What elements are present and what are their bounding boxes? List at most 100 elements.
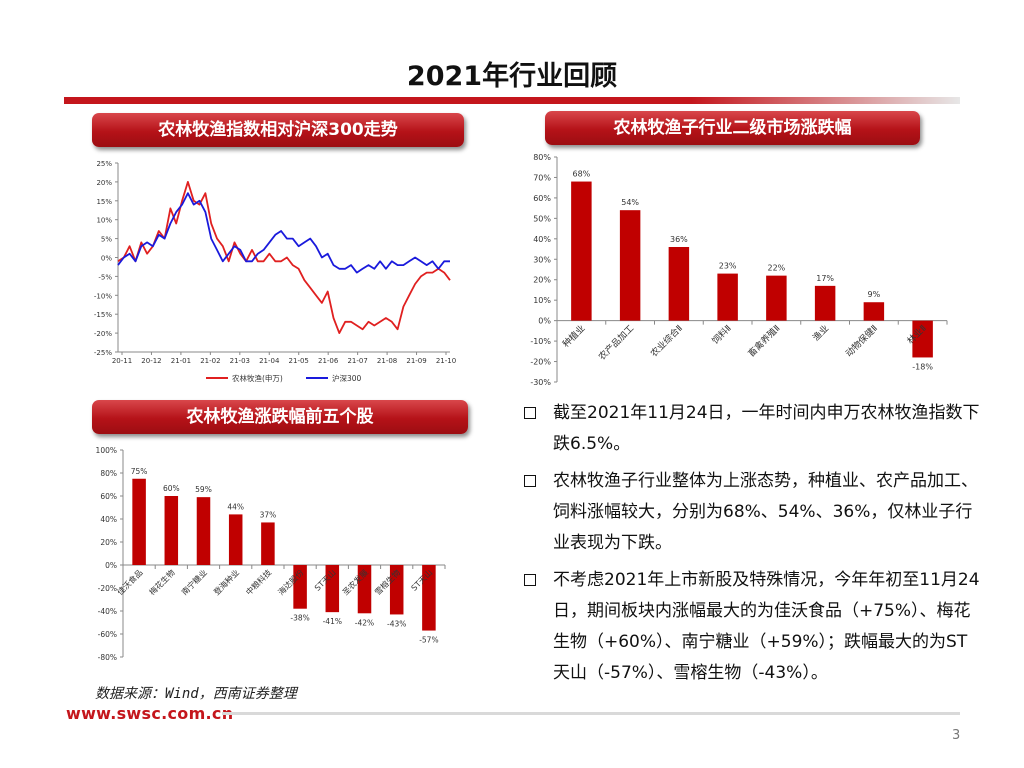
- x-tick-label: 21-10: [436, 357, 456, 365]
- legend-label: 农林牧渔(申万): [232, 373, 283, 383]
- category-label: 梅花生物: [147, 567, 177, 597]
- bullet-item: 农林牧渔子行业整体为上涨态势，种植业、农产品加工、饲料涨幅较大，分别为68%、5…: [522, 466, 984, 559]
- page-number: 3: [952, 728, 961, 743]
- x-tick-label: 21-06: [318, 357, 339, 365]
- y-tick-label: 100%: [96, 446, 117, 455]
- y-tick-label: 60%: [533, 194, 551, 203]
- category-label: 登海种业: [211, 567, 241, 597]
- data-label: 59%: [195, 485, 212, 494]
- data-label: 60%: [163, 484, 180, 493]
- bar: [814, 285, 836, 321]
- y-tick-label: 50%: [533, 214, 551, 223]
- y-tick-label: -10%: [530, 337, 551, 346]
- y-tick-label: -20%: [530, 358, 551, 367]
- y-tick-label: -30%: [530, 378, 551, 387]
- footer-divider: [222, 712, 960, 715]
- bar: [261, 522, 275, 565]
- top-stocks-bar-chart-svg: 100% 80% 60% 40% 20% 0% -20% -40% -60% -80% 75% 佳沃食…: [96, 446, 446, 662]
- y-tick-label: -5%: [98, 273, 112, 281]
- y-tick-label: 30%: [533, 255, 551, 264]
- bar: [293, 565, 307, 609]
- bar: [389, 565, 404, 615]
- title-divider: [64, 97, 960, 104]
- category-label: 中粮科技: [244, 567, 274, 597]
- source-note: 数据来源：Wind，西南证券整理: [95, 686, 297, 702]
- data-label: 37%: [260, 510, 277, 519]
- top-stocks-chart-title: 农林牧渔涨跌幅前五个股: [92, 400, 468, 434]
- category-label: 饲料Ⅱ: [709, 322, 733, 346]
- bar: [571, 181, 592, 321]
- bar: [717, 273, 738, 321]
- sub-industry-bar-chart-svg: 80% 70% 60% 50% 40% 30% 20% 10% 0% -10% -20% -30% 68…: [530, 153, 948, 387]
- bullet-text: 不考虑2021年上市新股及特殊情况，今年年初至11月24日，期间板块内涨幅最大的…: [553, 570, 980, 683]
- y-tick-label: 15%: [96, 198, 112, 206]
- y-tick-label: -15%: [94, 311, 112, 319]
- category-label: 农业综合Ⅱ: [648, 322, 685, 359]
- index-chart-title: 农林牧渔指数相对沪深300走势: [92, 113, 464, 147]
- y-tick-label: 20%: [96, 179, 112, 187]
- bullet-item: 不考虑2021年上市新股及特殊情况，今年年初至11月24日，期间板块内涨幅最大的…: [522, 565, 984, 689]
- bar: [228, 514, 243, 565]
- x-tick-label: 21-02: [200, 357, 220, 365]
- data-label: -42%: [355, 618, 374, 627]
- data-label: 36%: [670, 235, 688, 244]
- index-line-chart-svg: 25% 20% 15% 10% 5% 0% -5% -10% -15% -20% -25%20-11…: [94, 160, 456, 383]
- legend-label: 沪深300: [332, 373, 362, 383]
- y-tick-label: -20%: [94, 330, 112, 338]
- x-tick-label: 21-04: [259, 357, 280, 365]
- category-label: 渔业: [811, 323, 832, 344]
- bar: [422, 565, 436, 631]
- x-tick-label: 21-07: [347, 357, 367, 365]
- bar: [325, 565, 340, 613]
- y-tick-label: 70%: [533, 173, 551, 182]
- category-label: 种植业: [560, 322, 588, 350]
- series-line-1: [117, 192, 450, 274]
- y-tick-label: 0%: [538, 317, 551, 326]
- y-tick-label: 40%: [100, 515, 117, 524]
- y-tick-label: 0%: [105, 561, 117, 570]
- data-label: -38%: [290, 614, 309, 623]
- y-tick-label: 5%: [101, 236, 112, 244]
- bar: [619, 210, 641, 321]
- x-tick-label: 21-01: [171, 357, 191, 365]
- y-tick-label: 80%: [100, 469, 117, 478]
- data-label: -18%: [912, 362, 933, 371]
- square-bullet-icon: [524, 574, 536, 586]
- bullet-text: 农林牧渔子行业整体为上涨态势，种植业、农产品加工、饲料涨幅较大，分别为68%、5…: [553, 471, 978, 553]
- data-label: 22%: [767, 264, 785, 273]
- bar: [357, 565, 372, 614]
- category-label: 畜禽养殖Ⅱ: [745, 322, 782, 359]
- bar: [766, 275, 787, 321]
- data-label: -57%: [419, 636, 438, 645]
- y-tick-label: 20%: [100, 538, 117, 547]
- x-tick-label: 21-09: [406, 357, 426, 365]
- bar: [668, 247, 690, 321]
- sub-industry-bar-chart: 80% 70% 60% 50% 40% 30% 20% 10% 0% -10% -20% -30% 68…: [515, 150, 955, 390]
- data-label: 44%: [227, 502, 244, 511]
- sub-industry-chart-title: 农林牧渔子行业二级市场涨跌幅: [545, 111, 920, 145]
- y-tick-label: -40%: [98, 607, 117, 616]
- y-tick-label: 20%: [533, 276, 551, 285]
- category-label: 南宁糖业: [179, 567, 209, 597]
- x-tick-label: 21-08: [377, 357, 397, 365]
- y-tick-label: 80%: [533, 153, 551, 162]
- data-label: 54%: [621, 198, 639, 207]
- bar: [132, 478, 146, 565]
- data-label: 23%: [719, 262, 737, 271]
- y-tick-label: 40%: [533, 235, 551, 244]
- bar: [164, 496, 179, 565]
- data-label: -43%: [387, 619, 406, 628]
- bullet-text: 截至2021年11月24日，一年时间内申万农林牧渔指数下跌6.5%。: [553, 403, 980, 454]
- data-label: 68%: [572, 170, 590, 179]
- y-tick-label: -20%: [98, 584, 117, 593]
- y-tick-label: -25%: [94, 349, 112, 357]
- y-tick-label: 10%: [96, 217, 112, 225]
- data-label: 17%: [816, 274, 834, 283]
- y-tick-label: -10%: [94, 292, 112, 300]
- website-link[interactable]: www.swsc.com.cn: [66, 704, 234, 723]
- bullet-item: 截至2021年11月24日，一年时间内申万农林牧渔指数下跌6.5%。: [522, 398, 984, 460]
- data-label: 75%: [131, 467, 148, 476]
- y-tick-label: -60%: [98, 630, 117, 639]
- square-bullet-icon: [524, 407, 536, 419]
- category-label: 动物保健Ⅱ: [843, 322, 880, 359]
